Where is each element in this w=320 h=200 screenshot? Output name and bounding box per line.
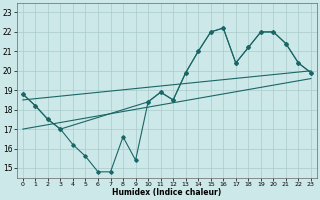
X-axis label: Humidex (Indice chaleur): Humidex (Indice chaleur) [112, 188, 221, 197]
